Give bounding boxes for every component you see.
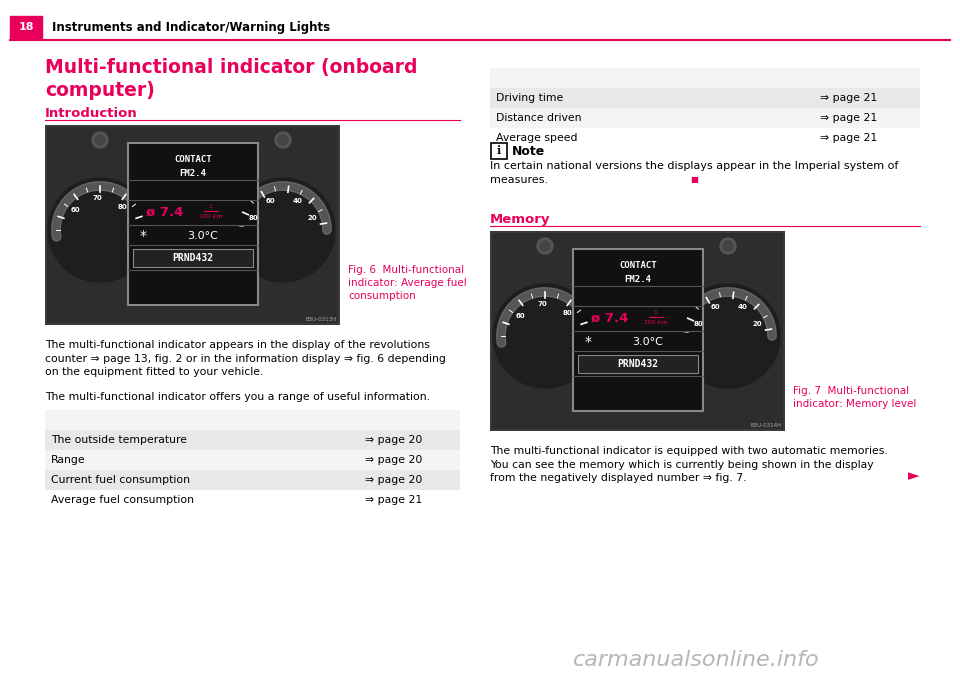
- Bar: [133, 249, 253, 267]
- Circle shape: [278, 135, 288, 145]
- Text: 70: 70: [537, 301, 547, 307]
- Text: The multi-functional indicator appears in the display of the revolutions
counter: The multi-functional indicator appears i…: [45, 340, 445, 377]
- Text: 3.0°C: 3.0°C: [633, 337, 663, 347]
- Text: 3.0°C: 3.0°C: [187, 231, 219, 241]
- Text: 18: 18: [18, 22, 34, 32]
- Circle shape: [493, 284, 597, 388]
- Text: Fig. 7  Multi-functional
indicator: Memory level: Fig. 7 Multi-functional indicator: Memor…: [793, 386, 917, 409]
- Text: i: i: [497, 145, 501, 157]
- Text: Introduction: Introduction: [45, 107, 137, 120]
- Circle shape: [275, 132, 291, 148]
- Text: Distance driven: Distance driven: [496, 113, 582, 123]
- Text: 80: 80: [249, 215, 258, 221]
- Text: The outside temperature: The outside temperature: [51, 435, 187, 445]
- Bar: [490, 88, 920, 108]
- Bar: [10, 16, 42, 38]
- Text: ⇒ page 20: ⇒ page 20: [365, 455, 422, 465]
- Circle shape: [48, 178, 152, 282]
- Text: 1: 1: [653, 310, 657, 314]
- Text: PRND432: PRND432: [617, 359, 659, 369]
- Text: ⇒ page 20: ⇒ page 20: [365, 435, 422, 445]
- Text: ⇒ page 21: ⇒ page 21: [820, 93, 877, 103]
- Bar: [578, 355, 698, 373]
- Text: Current fuel consumption: Current fuel consumption: [51, 475, 190, 485]
- Circle shape: [720, 238, 736, 254]
- Text: ø 7.4: ø 7.4: [591, 312, 629, 324]
- Text: Fig. 6  Multi-functional
indicator: Average fuel
consumption: Fig. 6 Multi-functional indicator: Avera…: [348, 265, 467, 301]
- Text: 40: 40: [737, 304, 748, 310]
- Text: ►: ►: [908, 468, 920, 483]
- Text: Multi-functional indicator (onboard
computer): Multi-functional indicator (onboard comp…: [45, 58, 418, 100]
- Bar: [490, 231, 785, 431]
- Circle shape: [537, 238, 553, 254]
- Bar: [573, 249, 703, 411]
- Text: 60: 60: [710, 304, 720, 310]
- Text: Range: Range: [51, 455, 85, 465]
- Text: 100 km: 100 km: [200, 213, 223, 219]
- Text: ⇒ page 21: ⇒ page 21: [820, 133, 877, 143]
- Text: 80: 80: [563, 310, 572, 316]
- Text: 60: 60: [70, 207, 80, 213]
- Text: PRND432: PRND432: [173, 253, 213, 263]
- Text: 40: 40: [293, 199, 302, 205]
- Text: 70: 70: [92, 195, 102, 201]
- Text: ⇒ page 21: ⇒ page 21: [365, 495, 422, 505]
- Bar: [45, 410, 460, 430]
- Text: 80: 80: [118, 205, 128, 211]
- Text: *: *: [139, 229, 147, 243]
- Bar: [491, 143, 507, 159]
- Text: Memory: Memory: [490, 213, 550, 226]
- Text: Note: Note: [512, 145, 545, 158]
- Text: CONTACT: CONTACT: [619, 262, 657, 271]
- Text: ⇒ page 20: ⇒ page 20: [365, 475, 422, 485]
- Bar: [490, 68, 920, 88]
- Text: In certain national versions the displays appear in the Imperial system of
measu: In certain national versions the display…: [490, 161, 899, 184]
- Text: ⇒ page 21: ⇒ page 21: [820, 113, 877, 123]
- Text: 20: 20: [308, 215, 318, 221]
- Circle shape: [676, 284, 780, 388]
- Text: The multi-functional indicator is equipped with two automatic memories.
You can : The multi-functional indicator is equipp…: [490, 446, 888, 483]
- Circle shape: [540, 241, 550, 251]
- Text: ■: ■: [690, 175, 698, 184]
- Text: Instruments and Indicator/Warning Lights: Instruments and Indicator/Warning Lights: [52, 20, 330, 34]
- Circle shape: [231, 178, 335, 282]
- Text: Driving time: Driving time: [496, 93, 564, 103]
- Bar: [128, 143, 258, 305]
- Text: FM2.4: FM2.4: [180, 168, 206, 178]
- Text: 20: 20: [753, 321, 762, 327]
- Text: The multi-functional indicator offers you a range of useful information.: The multi-functional indicator offers yo…: [45, 392, 430, 402]
- Text: 1: 1: [208, 203, 212, 209]
- Text: B3U-0313H: B3U-0313H: [305, 317, 337, 322]
- Text: 60: 60: [266, 198, 276, 204]
- Text: 60: 60: [516, 312, 525, 318]
- Circle shape: [95, 135, 105, 145]
- Bar: [45, 125, 340, 325]
- Bar: [490, 108, 920, 128]
- Bar: [45, 450, 460, 470]
- Circle shape: [723, 241, 733, 251]
- Circle shape: [92, 132, 108, 148]
- Text: Average speed: Average speed: [496, 133, 578, 143]
- Bar: [47, 127, 338, 323]
- Text: 100 km: 100 km: [644, 320, 668, 324]
- Text: 80: 80: [693, 321, 703, 327]
- Text: B3U-0314H: B3U-0314H: [751, 423, 782, 428]
- Bar: [45, 470, 460, 490]
- Text: Average fuel consumption: Average fuel consumption: [51, 495, 194, 505]
- Bar: [492, 233, 783, 429]
- Bar: [45, 430, 460, 450]
- Text: CONTACT: CONTACT: [174, 155, 212, 164]
- Text: *: *: [585, 335, 591, 349]
- Text: carmanualsonline.info: carmanualsonline.info: [573, 650, 820, 670]
- Text: FM2.4: FM2.4: [625, 275, 652, 283]
- Text: ø 7.4: ø 7.4: [146, 205, 183, 219]
